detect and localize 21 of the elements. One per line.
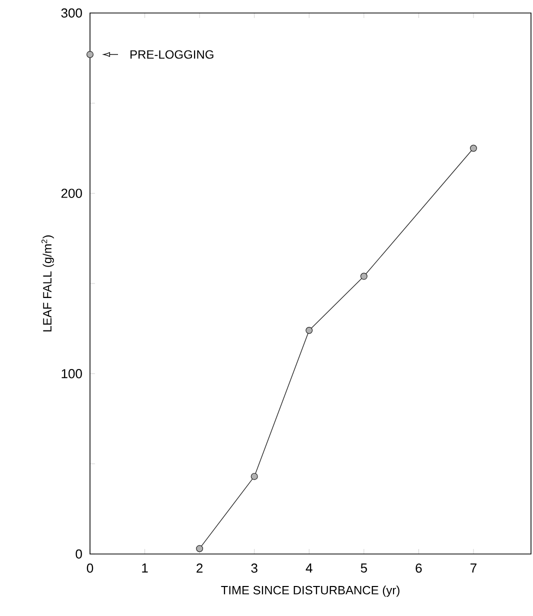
- y-tick-label: 300: [61, 8, 82, 18]
- y-tick-label: 200: [61, 188, 82, 198]
- x-tick-label: 3: [251, 564, 258, 573]
- point: [196, 545, 204, 552]
- x-tick-label: 2: [196, 564, 203, 573]
- y-axis-title: LEAF FALL (g/m$^{2}$): [41, 235, 54, 332]
- x-tick-label: 7: [470, 564, 476, 572]
- x-axis-title: TIME SINCE DISTURBANCE (yr): [221, 586, 400, 597]
- point: [86, 50, 94, 58]
- point: [306, 326, 313, 334]
- annotation: PRE-LOGGING: [130, 50, 214, 59]
- point: [250, 472, 258, 480]
- x-tick-label: 4: [306, 564, 312, 572]
- x-tick-label: 6: [416, 564, 422, 573]
- point: [360, 272, 368, 280]
- x-tick-label: 0: [86, 564, 94, 573]
- y-tick-label: 0: [76, 549, 82, 559]
- x-tick-label: 1: [142, 564, 148, 572]
- x-tick-label: 5: [360, 564, 367, 573]
- y-tick-label: 100: [62, 369, 82, 378]
- point: [470, 144, 477, 152]
